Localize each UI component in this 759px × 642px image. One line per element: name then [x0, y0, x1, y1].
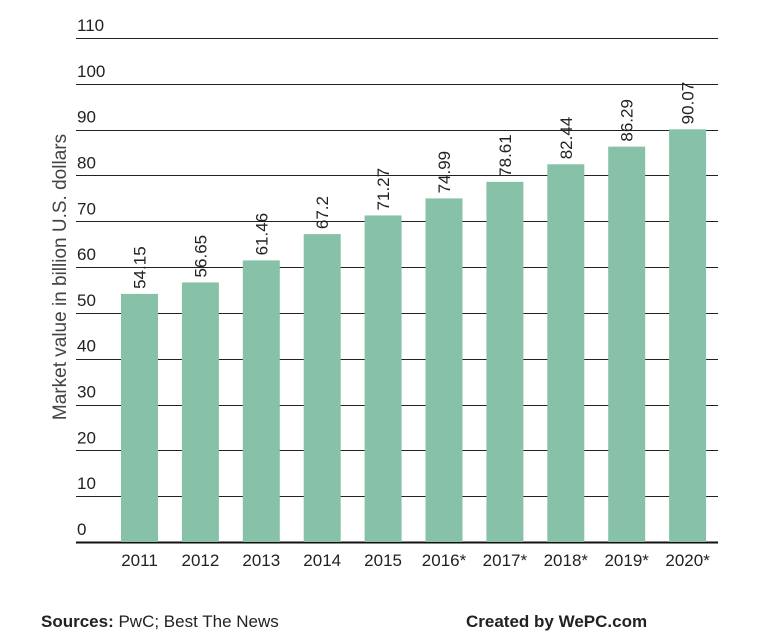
x-tick-label: 2016* — [422, 551, 467, 570]
bar — [364, 215, 402, 543]
y-tick-label: 70 — [77, 199, 96, 218]
data-label: 90.07 — [679, 82, 698, 125]
y-tick-label: 30 — [77, 383, 96, 402]
x-tick-label: 2014 — [303, 551, 341, 570]
data-labels: 54.15 56.65 61.46 67.2 71.27 74.99 78.61 82.44 8… — [131, 82, 698, 289]
x-tick-label: 2017* — [483, 551, 528, 570]
x-tick-label: 2012 — [181, 551, 219, 570]
y-tick-label: 10 — [77, 474, 96, 493]
data-label: 56.65 — [191, 235, 210, 278]
data-label: 86.29 — [618, 99, 637, 142]
y-tick-label: 40 — [77, 337, 96, 356]
y-axis-ticks: 0 10 20 30 40 50 60 70 80 90 100 110 — [77, 16, 105, 539]
data-label: 78.61 — [496, 134, 515, 177]
y-tick-label: 50 — [77, 291, 96, 310]
data-label: 71.27 — [374, 168, 393, 211]
credit-note: Created by WePC.com — [466, 612, 648, 631]
bar — [486, 181, 524, 542]
x-tick-label: 2013 — [242, 551, 280, 570]
sources-label: Sources: — [41, 612, 114, 631]
x-tick-label: 2018* — [544, 551, 589, 570]
y-tick-label: 20 — [77, 428, 96, 447]
y-tick-label: 100 — [77, 62, 105, 81]
data-label: 74.99 — [435, 151, 454, 194]
bar — [669, 129, 707, 542]
y-tick-label: 110 — [77, 16, 104, 35]
bar — [181, 282, 219, 542]
x-axis-ticks: 2011 2012 2013 2014 2015 2016* 2017* 2018* 2019*… — [121, 551, 710, 570]
bar — [121, 293, 158, 542]
x-tick-label: 2015 — [364, 551, 402, 570]
bar — [242, 260, 280, 542]
bar — [425, 198, 463, 542]
data-label: 61.46 — [252, 213, 271, 256]
bar-chart: 0 10 20 30 40 50 60 70 80 90 100 110 54.15 56.65 61.4… — [50, 16, 718, 570]
bar — [608, 146, 646, 543]
y-tick-label: 60 — [77, 245, 96, 264]
y-tick-label: 90 — [77, 108, 96, 127]
data-label: 82.44 — [557, 117, 576, 160]
y-axis-label: Market value in billion U.S. dollars — [50, 134, 71, 420]
y-tick-label: 0 — [77, 520, 86, 539]
bar — [303, 234, 341, 543]
data-label: 54.15 — [131, 246, 150, 289]
bar — [547, 164, 585, 542]
x-tick-label: 2020* — [665, 551, 710, 570]
bars — [121, 129, 707, 543]
y-tick-label: 80 — [77, 153, 96, 172]
x-tick-label: 2019* — [604, 551, 649, 570]
data-label: 67.2 — [313, 196, 332, 229]
sources-note: Sources: PwC; Best The News — [41, 612, 279, 632]
sources-text: PwC; Best The News — [113, 612, 279, 631]
x-tick-label: 2011 — [121, 551, 158, 570]
